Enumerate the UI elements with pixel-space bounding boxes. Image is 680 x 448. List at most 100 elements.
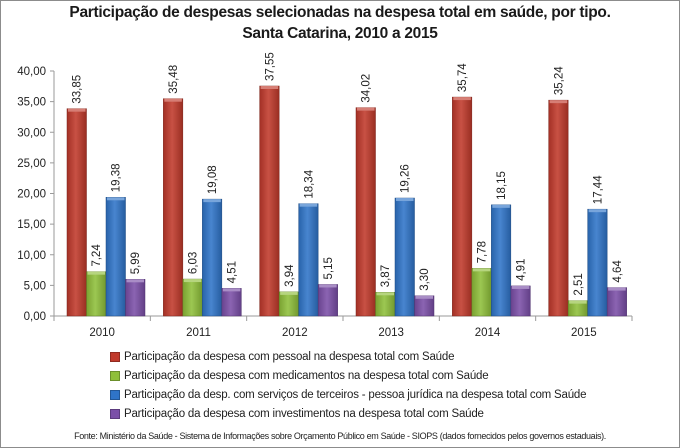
chart-title: Participação de despesas selecionadas na… (69, 4, 611, 21)
axes: 0,00 5,00 10,00 15,00 20,00 25,00 30,00 35,00 40… (17, 66, 633, 339)
bar (471, 268, 492, 317)
bar-cap (183, 279, 202, 283)
bar-cap (280, 291, 298, 295)
bar (298, 203, 319, 317)
data-label: 3,87 (380, 265, 392, 287)
bar-cap (107, 197, 125, 201)
y-tick-label: 15,00 (17, 219, 46, 231)
bar (182, 278, 203, 317)
bar-cap (511, 285, 530, 289)
data-label: 18,34 (303, 169, 315, 198)
legend-item: Participação da despesa com investimento… (110, 404, 586, 423)
bar-cap (87, 271, 105, 275)
data-label: 7,24 (91, 244, 103, 267)
data-label: 35,48 (168, 65, 180, 94)
y-tick-label: 5,00 (24, 280, 46, 292)
bar (548, 99, 569, 317)
data-label: 5,15 (323, 257, 335, 279)
bar-cap (608, 287, 626, 291)
bar-cap (492, 204, 510, 208)
legend-swatch (110, 351, 120, 362)
bar (105, 197, 126, 317)
bar-cap (357, 107, 375, 111)
data-label: 35,24 (553, 66, 565, 95)
bar (125, 279, 146, 317)
x-tick-label: 2015 (571, 327, 597, 339)
bar (355, 107, 376, 317)
bar-cap (415, 295, 433, 299)
bar-cap (588, 209, 607, 213)
y-tick-label: 0,00 (24, 311, 46, 323)
chart-subtitle: Santa Catarina, 2010 a 2015 (242, 25, 438, 42)
bar (86, 271, 107, 317)
data-label: 19,26 (400, 164, 412, 193)
data-label: 5,99 (130, 252, 142, 274)
y-tick-label: 25,00 (17, 158, 46, 170)
data-label: 34,02 (361, 74, 373, 103)
bar-cap (396, 198, 414, 202)
legend-swatch (110, 389, 120, 400)
legend-item: Participação da despesa com medicamentos… (110, 366, 586, 385)
bar-cap (376, 292, 394, 296)
bar-cap (453, 97, 471, 101)
legend-label: Participação da despesa com investimento… (124, 407, 484, 420)
data-label: 4,51 (227, 261, 239, 283)
data-label: 7,78 (477, 241, 489, 263)
data-label: 33,85 (72, 75, 84, 104)
bar (452, 96, 473, 317)
bar-cap (164, 98, 182, 102)
bar (66, 108, 87, 317)
bar (278, 291, 299, 317)
data-labels: 33,85 35,48 37,55 34,02 35,74 35,24 7,24 6,03 3,… (72, 52, 624, 295)
bar-cap (472, 268, 491, 272)
data-label: 4,64 (612, 260, 624, 283)
bar (394, 197, 415, 317)
bar-cap (126, 279, 144, 283)
x-tick-label: 2013 (378, 327, 404, 339)
y-tick-label: 10,00 (17, 250, 46, 262)
data-label: 3,30 (419, 268, 431, 290)
legend-item: Participação da desp. com serviços de te… (110, 385, 587, 404)
source-note: Fonte: Ministério da Saúde - Sistema de … (74, 431, 606, 441)
x-tick-label: 2011 (186, 327, 211, 339)
legend-label: Participação da desp. com serviços de te… (124, 388, 587, 401)
bar-cap (260, 86, 279, 90)
bar (163, 98, 184, 317)
bar-cap (549, 100, 568, 104)
legend-item: Participação da despesa com pessoal na d… (110, 347, 586, 366)
x-tick-label: 2012 (282, 327, 308, 339)
bar-cap (203, 199, 221, 203)
bar-cap (68, 108, 86, 112)
bar-cap (569, 300, 587, 304)
data-label: 37,55 (264, 52, 276, 81)
legend: Participação da despesa com pessoal na d… (110, 347, 587, 423)
legend-swatch (110, 370, 120, 381)
bar (414, 295, 435, 317)
bar (587, 208, 608, 317)
data-label: 35,74 (457, 63, 469, 92)
data-label: 6,03 (188, 252, 200, 274)
bar (259, 85, 280, 317)
y-tick-label: 30,00 (17, 127, 46, 139)
legend-swatch (110, 408, 120, 419)
data-label: 2,51 (573, 273, 585, 295)
data-label: 17,44 (592, 175, 604, 204)
bar (375, 292, 396, 317)
legend-label: Participação da despesa com pessoal na d… (124, 350, 455, 363)
y-tick-label: 40,00 (17, 66, 46, 78)
y-tick-label: 20,00 (17, 189, 46, 201)
y-tick-label: 35,00 (17, 97, 46, 109)
data-label: 19,38 (111, 164, 123, 193)
bar (202, 198, 223, 317)
bar (606, 287, 627, 317)
bar (221, 288, 242, 317)
bar-cap (319, 284, 337, 288)
data-label: 18,15 (496, 171, 508, 200)
bar-cap (222, 288, 241, 292)
bar-cap (299, 203, 318, 207)
data-label: 4,91 (516, 259, 528, 281)
x-tick-label: 2014 (475, 327, 501, 339)
data-label: 3,94 (284, 264, 296, 287)
bar (510, 285, 531, 317)
